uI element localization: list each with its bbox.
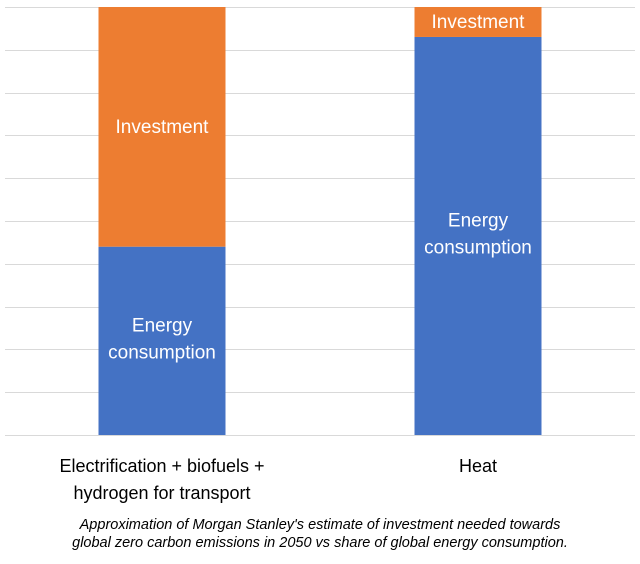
chart-caption: Approximation of Morgan Stanley's estima… <box>0 516 640 552</box>
data-label: Energy <box>132 315 193 336</box>
caption-line-1: Approximation of Morgan Stanley's estima… <box>79 517 561 533</box>
x-tick-label: Heat <box>459 456 497 476</box>
data-label: Investment <box>116 117 210 138</box>
data-label: consumption <box>424 237 532 258</box>
data-label: Investment <box>432 12 526 33</box>
data-label: Energy <box>448 210 509 231</box>
caption-line-2: global zero carbon emissions in 2050 vs … <box>72 535 568 551</box>
data-label: consumption <box>108 342 216 363</box>
bar-segment-energy-consumption <box>414 36 542 436</box>
x-tick-label: hydrogen for transport <box>73 483 250 503</box>
bar-segment-investment <box>98 7 226 247</box>
bar-segment-investment <box>414 7 542 37</box>
x-tick-label: Electrification + biofuels + <box>59 456 264 476</box>
stacked-bar-chart: Energy consumption Investment Electrificati… <box>5 7 635 503</box>
bar-segment-energy-consumption <box>98 246 226 435</box>
